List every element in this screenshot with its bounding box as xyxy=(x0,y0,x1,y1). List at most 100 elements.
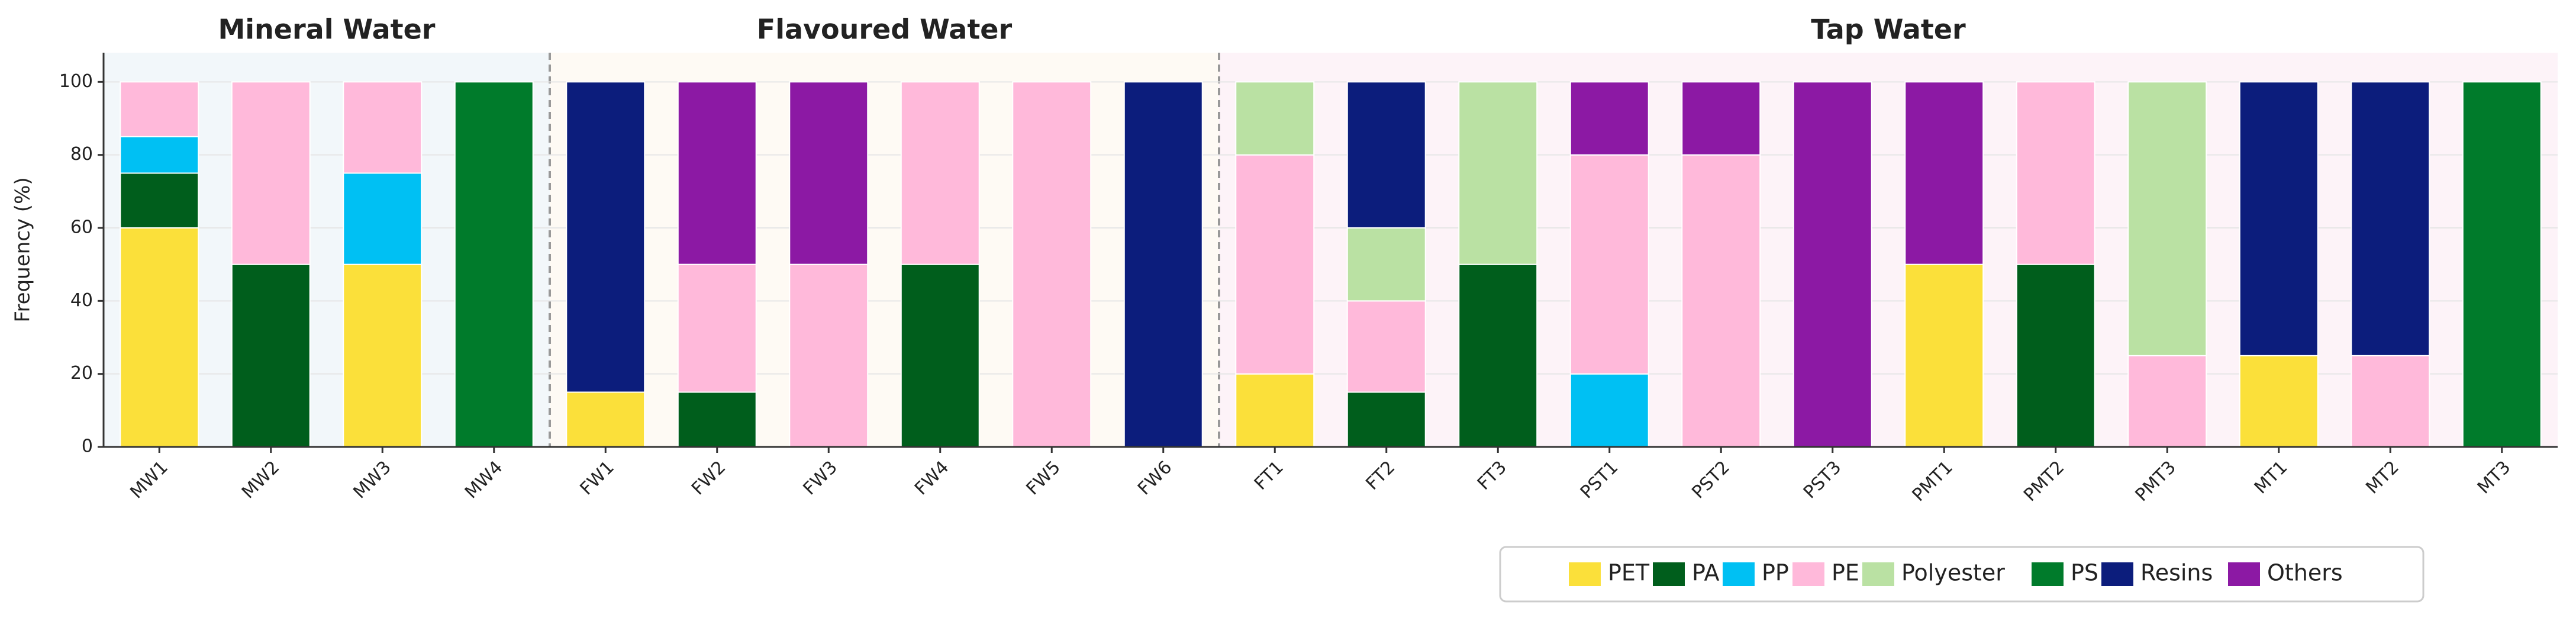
y-tick-label: 60 xyxy=(70,217,93,238)
bar-segment xyxy=(454,81,534,448)
bar-segment xyxy=(1123,81,1203,448)
x-tick-label: MW4 xyxy=(461,457,507,503)
bar-segment xyxy=(1235,154,1315,375)
x-tick-label: PST3 xyxy=(1800,457,1845,503)
bar-segment xyxy=(2239,355,2319,448)
bar-segment xyxy=(231,81,311,265)
group-title: Mineral Water xyxy=(218,14,435,46)
y-tick-label: 20 xyxy=(70,363,93,384)
x-tick-label: FT3 xyxy=(1474,457,1511,494)
bar-segment xyxy=(120,172,199,228)
y-tick-label: 40 xyxy=(70,290,93,311)
bar-segment xyxy=(1681,154,1761,448)
bar-segment xyxy=(677,81,757,265)
bar-segment xyxy=(120,136,199,174)
y-axis-label: Frequency (%) xyxy=(11,177,35,322)
x-tick-label: MT3 xyxy=(2474,457,2515,498)
bar-segment xyxy=(900,263,980,448)
bar-segment xyxy=(343,263,423,448)
bar-segment xyxy=(2016,81,2095,265)
legend-swatch xyxy=(2101,562,2133,586)
bar-segment xyxy=(1569,81,1649,156)
bar-segment xyxy=(900,81,980,265)
bar-segment xyxy=(1346,300,1426,393)
legend-box xyxy=(1499,546,2425,603)
bar-segment xyxy=(677,263,757,393)
bar-segment xyxy=(789,81,869,265)
bar-segment xyxy=(1012,81,1092,448)
legend-label: PP xyxy=(1762,560,1789,586)
legend-label: PS xyxy=(2071,560,2098,586)
bar-segment xyxy=(1569,154,1649,375)
legend-swatch xyxy=(1792,562,1824,586)
bar-segment xyxy=(566,391,646,448)
bar-segment xyxy=(1346,81,1426,228)
bar-segment xyxy=(2351,355,2430,448)
bar-segment xyxy=(1681,81,1761,156)
legend-swatch xyxy=(1569,562,1601,586)
x-tick-label: PST1 xyxy=(1576,457,1622,503)
legend-swatch xyxy=(1653,562,1685,586)
bar-segment xyxy=(1235,373,1315,448)
bar-segment xyxy=(1458,81,1538,265)
legend-label: PA xyxy=(1692,560,1719,586)
bar-segment xyxy=(1904,263,1984,448)
group-background xyxy=(550,53,1219,447)
x-tick-label: PMT3 xyxy=(2132,457,2180,506)
bar-segment xyxy=(343,172,423,265)
bar-segment xyxy=(2462,81,2542,448)
legend-label: Resins xyxy=(2140,560,2213,586)
x-tick-label: MW3 xyxy=(349,457,395,503)
x-tick-label: FW3 xyxy=(799,457,841,499)
legend-label: Others xyxy=(2267,560,2343,586)
group-title: Tap Water xyxy=(1811,14,1966,46)
legend-swatch xyxy=(1723,562,1755,586)
y-tick-label: 80 xyxy=(70,144,93,165)
bar-segment xyxy=(120,227,199,448)
x-tick-label: FW1 xyxy=(576,457,618,499)
bar-segment xyxy=(2351,81,2430,356)
x-tick-label: PST2 xyxy=(1688,457,1733,503)
x-tick-label: FT2 xyxy=(1362,457,1399,494)
legend-swatch xyxy=(2228,562,2260,586)
bar-segment xyxy=(2127,355,2207,448)
x-tick-label: FW6 xyxy=(1134,457,1176,499)
legend-label: PE xyxy=(1832,560,1859,586)
group-background xyxy=(1219,53,2558,447)
x-tick-label: FW5 xyxy=(1022,457,1064,499)
bar-segment xyxy=(2127,81,2207,356)
bar-segment xyxy=(1346,391,1426,448)
x-tick-label: MT2 xyxy=(2362,457,2403,498)
x-tick-label: FW2 xyxy=(688,457,730,499)
x-tick-label: MW1 xyxy=(126,457,172,503)
bar-segment xyxy=(789,263,869,448)
legend-swatch xyxy=(1862,562,1894,586)
bar-segment xyxy=(120,81,199,137)
bar-segment xyxy=(2239,81,2319,356)
bar-segment xyxy=(1346,227,1426,302)
x-tick-label: PMT2 xyxy=(2020,457,2068,506)
y-tick-label: 0 xyxy=(82,436,93,457)
x-tick-label: FW4 xyxy=(911,457,953,499)
x-tick-label: FT1 xyxy=(1250,457,1288,494)
bar-segment xyxy=(1458,263,1538,448)
legend-label: Polyester xyxy=(1901,560,2005,586)
bar-segment xyxy=(1569,373,1649,448)
bar-segment xyxy=(566,81,646,393)
x-tick-label: MT1 xyxy=(2251,457,2292,498)
bar-segment xyxy=(1904,81,1984,265)
bar-segment xyxy=(677,391,757,448)
legend-label: PET xyxy=(1608,560,1650,586)
x-tick-label: PMT1 xyxy=(1908,457,1957,506)
group-title: Flavoured Water xyxy=(757,14,1013,46)
x-tick-label: MW2 xyxy=(238,457,284,503)
bar-segment xyxy=(1235,81,1315,156)
bar-segment xyxy=(231,263,311,448)
bar-segment xyxy=(343,81,423,174)
bar-segment xyxy=(2016,263,2095,448)
y-tick-label: 100 xyxy=(59,71,93,92)
bar-segment xyxy=(1792,81,1872,448)
legend-swatch xyxy=(2032,562,2064,586)
